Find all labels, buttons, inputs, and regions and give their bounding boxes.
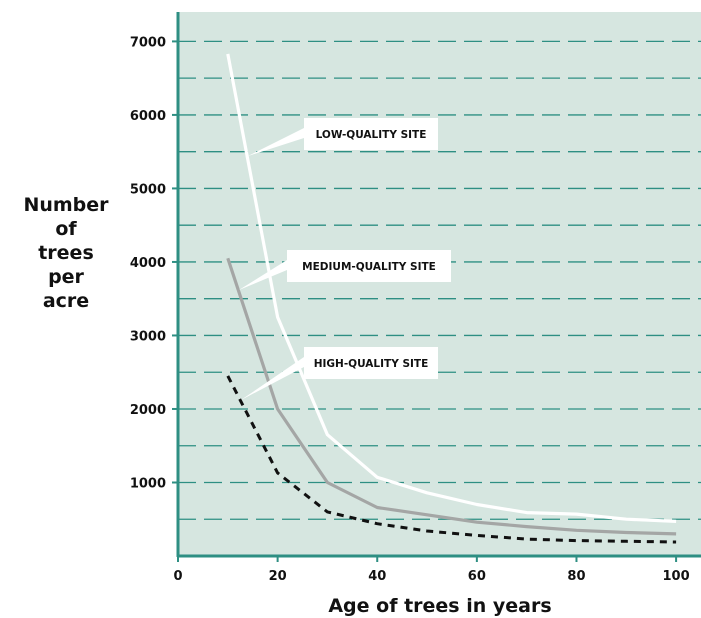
series-label-low-quality: LOW-QUALITY SITE xyxy=(316,129,427,141)
y-axis-title-line-4: per xyxy=(48,266,84,288)
x-tick-label-0: 0 xyxy=(173,569,182,584)
y-tick-label-4000: 4000 xyxy=(130,256,166,271)
x-tick-label-20: 20 xyxy=(269,569,287,584)
series-line-high-quality xyxy=(226,375,677,544)
x-tick-label-80: 80 xyxy=(567,569,585,584)
axes xyxy=(176,12,701,558)
plot-background xyxy=(178,12,701,556)
callout-pointer-medium-quality xyxy=(239,260,287,290)
x-tick-label-60: 60 xyxy=(468,569,486,584)
series-line-medium-quality xyxy=(226,257,677,536)
y-axis-title-line-1: Number xyxy=(23,194,109,216)
y-tick-label-6000: 6000 xyxy=(130,109,166,124)
series-label-high-quality: HIGH-QUALITY SITE xyxy=(314,358,429,370)
x-tick-label-40: 40 xyxy=(368,569,386,584)
callout-box-high-quality xyxy=(304,347,438,379)
x-tick-label-100: 100 xyxy=(663,569,690,584)
y-axis-title-line-2: of xyxy=(55,218,77,240)
axis-titles: Age of trees in years Numberoftreesperacr… xyxy=(23,194,551,617)
y-tick-label-2000: 2000 xyxy=(130,403,166,418)
y-axis-title-line-5: acre xyxy=(43,290,89,312)
y-axis-title-line-3: trees xyxy=(38,242,94,264)
y-tick-label-3000: 3000 xyxy=(130,329,166,344)
callout-pointer-high-quality xyxy=(241,357,304,400)
y-tick-label-7000: 7000 xyxy=(130,35,166,50)
series-line-low-quality xyxy=(226,53,677,523)
callout-pointer-low-quality xyxy=(248,128,304,156)
y-tick-label-1000: 1000 xyxy=(130,476,166,491)
y-tick-label-5000: 5000 xyxy=(130,182,166,197)
series-callouts: LOW-QUALITY SITE MEDIUM-QUALITY SITE HIGH-… xyxy=(239,118,451,400)
series-label-medium-quality: MEDIUM-QUALITY SITE xyxy=(302,261,436,273)
series-lines xyxy=(226,53,677,544)
x-axis-title: Age of trees in years xyxy=(328,595,551,617)
callout-box-medium-quality xyxy=(287,250,451,282)
tick-labels: 1000 2000 3000 4000 5000 6000 7000 0 20 40 60 80 100 xyxy=(130,35,690,584)
callout-box-low-quality xyxy=(304,118,438,150)
